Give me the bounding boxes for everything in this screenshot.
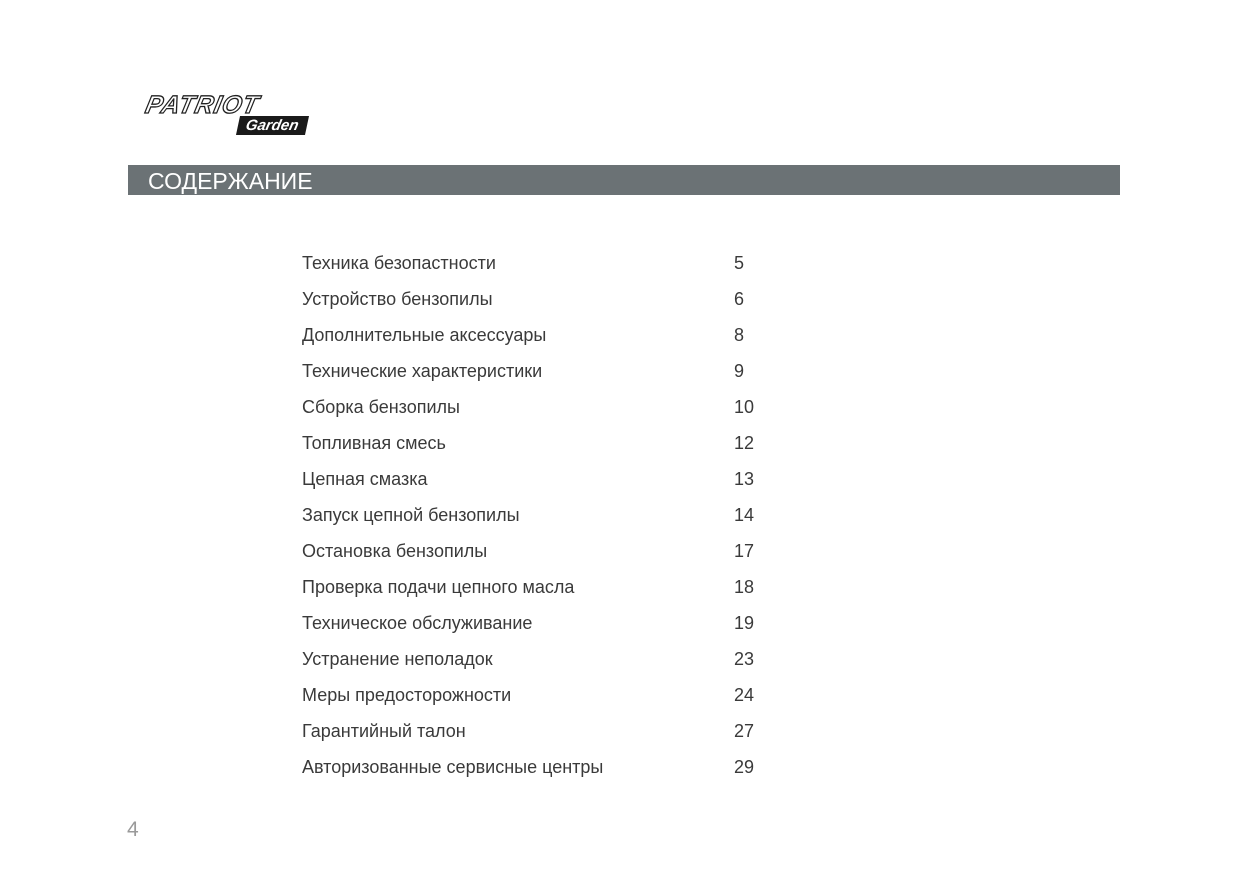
toc-entry-title: Сборка бензопилы <box>302 397 460 417</box>
toc-entry-title: Цепная смазка <box>302 469 428 489</box>
toc-entry-title: Техническое обслуживание <box>302 613 533 633</box>
section-header-band: СОДЕРЖАНИЕ <box>128 165 1120 195</box>
toc-entry-title: Гарантийный талон <box>302 721 466 741</box>
toc-entry-title: Техника безопастности <box>302 253 496 273</box>
toc-entry-page: 27 <box>734 721 755 741</box>
page-number: 4 <box>127 818 139 841</box>
toc-entry-title: Меры предосторожности <box>302 685 512 705</box>
toc-entry-page: 6 <box>734 289 745 309</box>
patriot-garden-logo: PATRIOT Garden <box>142 90 326 138</box>
toc-entry-page: 24 <box>734 685 755 705</box>
toc-entry-page: 10 <box>734 397 755 417</box>
toc-entry-page: 12 <box>734 433 755 453</box>
toc-entry-page: 5 <box>734 253 745 273</box>
toc-entry-page: 23 <box>734 649 755 669</box>
logo-brand: PATRIOT <box>142 90 262 119</box>
toc-entry-page: 17 <box>734 541 755 561</box>
toc-entry-title: Дополнительные аксессуары <box>302 325 547 345</box>
toc-entry-page: 8 <box>734 325 745 345</box>
toc-entry-title: Технические характеристики <box>302 361 543 381</box>
toc-entry-title: Остановка бензопилы <box>302 541 488 561</box>
toc-entry-page: 13 <box>734 469 755 489</box>
logo-sub: Garden <box>235 116 309 135</box>
toc-entry-title: Авторизованные сервисные центры <box>302 757 604 777</box>
toc-entry-title: Топливная смесь <box>302 433 446 453</box>
toc-entry-page: 14 <box>734 505 755 525</box>
toc-entry-page: 19 <box>734 613 755 633</box>
toc-entry-title: Устройство бензопилы <box>302 289 493 309</box>
toc-entry-page: 29 <box>734 757 755 777</box>
toc-entry-page: 9 <box>734 361 745 381</box>
toc-entry-title: Устранение неполадок <box>302 649 493 669</box>
toc-entry-page: 18 <box>734 577 755 597</box>
toc-entry-title: Запуск цепной бензопилы <box>302 505 520 525</box>
page-title: СОДЕРЖАНИЕ <box>148 168 313 194</box>
toc-entry-title: Проверка подачи цепного масла <box>302 577 575 597</box>
